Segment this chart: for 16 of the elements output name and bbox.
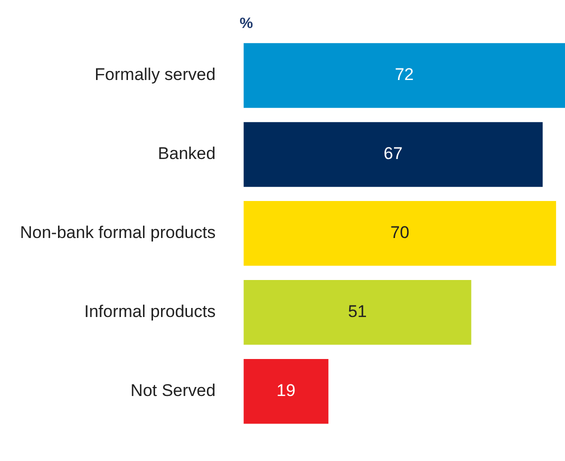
data-label: 51 <box>348 302 367 322</box>
bar <box>244 122 543 187</box>
data-label: 70 <box>390 223 410 242</box>
bar <box>244 43 565 108</box>
x-axis-title: % <box>240 15 253 32</box>
y-tick-label: Informal products <box>84 302 216 322</box>
y-tick-label: Banked <box>158 144 216 164</box>
data-label: 72 <box>394 65 414 84</box>
y-tick-label: Formally served <box>94 65 216 84</box>
y-tick-label: Not Served <box>130 381 216 400</box>
y-tick-label: Non-bank formal products <box>20 223 216 242</box>
data-label: 19 <box>276 381 296 400</box>
bar <box>244 201 556 266</box>
data-label: 67 <box>384 144 403 164</box>
bar <box>244 280 472 345</box>
bar <box>244 358 328 424</box>
